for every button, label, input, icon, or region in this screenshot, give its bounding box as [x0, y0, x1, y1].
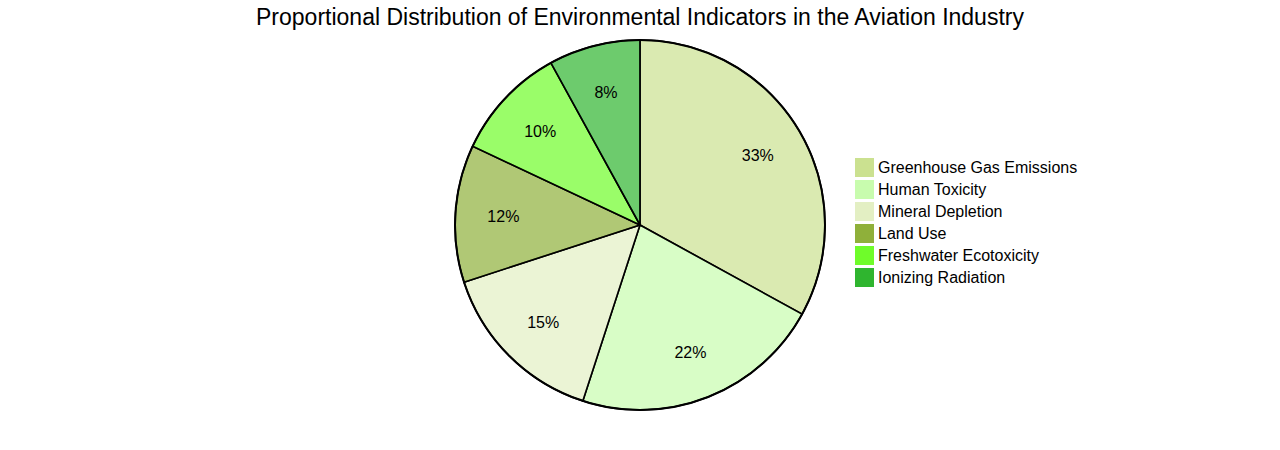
data-label: 10% [524, 123, 556, 140]
legend-swatch [855, 180, 874, 199]
data-label: 22% [674, 344, 706, 361]
pie-outline [455, 40, 825, 410]
data-label: 8% [594, 84, 617, 101]
legend: Greenhouse Gas Emissions Human Toxicity Mi… [855, 158, 1077, 287]
legend-swatch [855, 268, 874, 287]
data-label: 12% [487, 208, 519, 225]
legend-label: Mineral Depletion [878, 203, 1003, 220]
legend-label: Ionizing Radiation [878, 269, 1005, 286]
legend-label: Human Toxicity [878, 181, 986, 198]
legend-label: Freshwater Ecotoxicity [878, 247, 1039, 264]
legend-swatch [855, 158, 874, 177]
legend-label: Land Use [878, 225, 947, 242]
slices [455, 40, 825, 410]
title: Proportional Distribution of Environment… [256, 4, 1024, 30]
data-labels: 33% 22% 15% 12% 10% 8% [487, 84, 773, 361]
slice [551, 40, 640, 225]
legend-swatch [855, 202, 874, 221]
legend-label: Greenhouse Gas Emissions [878, 159, 1077, 176]
chart: Proportional Distribution of Environment… [0, 0, 1280, 450]
data-label: 33% [742, 147, 774, 164]
legend-swatch [855, 246, 874, 265]
data-label: 15% [527, 314, 559, 331]
legend-swatch [855, 224, 874, 243]
